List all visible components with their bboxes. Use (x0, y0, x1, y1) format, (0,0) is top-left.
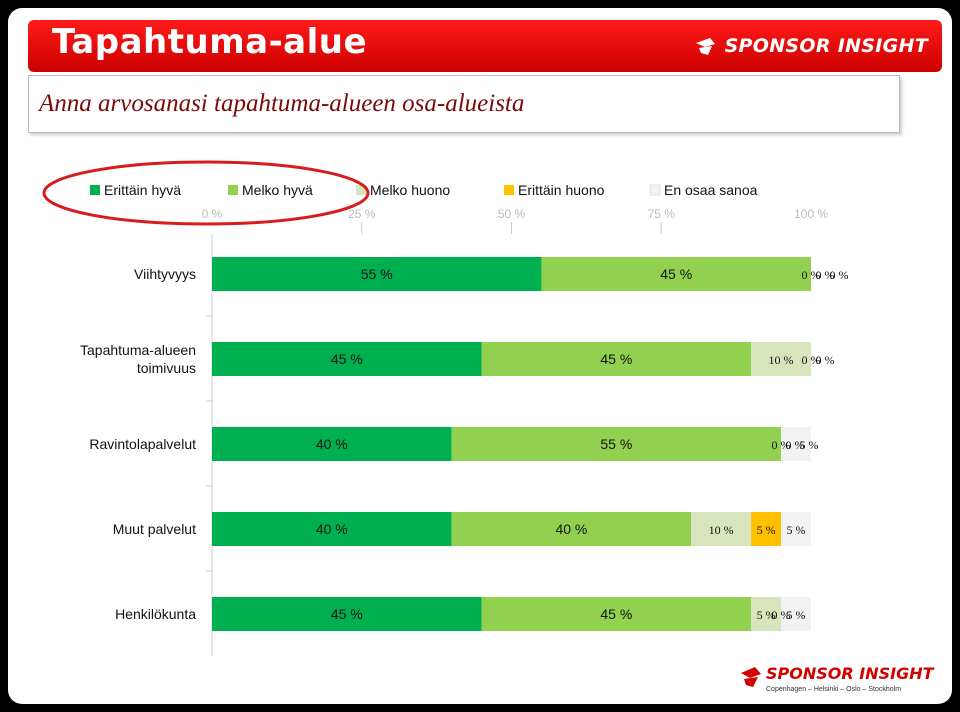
data-label: 0 % (816, 268, 835, 282)
data-label: 0 % (786, 438, 805, 452)
sponsor-insight-logo: SPONSOR INSIGHT (693, 32, 928, 60)
bar-segment (451, 427, 782, 461)
legend-label: Erittäin hyvä (104, 182, 181, 198)
bar-segment (751, 342, 811, 376)
data-label: 10 % (709, 523, 734, 537)
legend-swatch (649, 184, 661, 196)
footer-cities: Copenhagen – Helsinki – Oslo – Stockholm (766, 686, 902, 693)
legend-label: En osaa sanoa (664, 182, 758, 198)
bar-segment (781, 597, 811, 631)
data-label: 45 % (600, 351, 632, 367)
x-tick-label: 50 % (498, 207, 526, 221)
legend-swatch (504, 185, 514, 195)
data-label: 55 % (600, 436, 632, 452)
legend-label: Erittäin huono (518, 182, 605, 198)
category-label: Viihtyvyys (134, 266, 196, 282)
bar-segment (212, 512, 452, 546)
x-tick-label: 100 % (794, 207, 828, 221)
data-label: 45 % (331, 351, 363, 367)
data-label: 45 % (331, 606, 363, 622)
data-label: 0 % (830, 268, 849, 282)
bar-segment (751, 512, 782, 546)
data-label: 45 % (600, 606, 632, 622)
data-label: 5 % (800, 438, 819, 452)
bar-segment (212, 597, 482, 631)
bar-segment (481, 597, 752, 631)
highlight-ellipse (42, 160, 370, 226)
data-label: 0 % (802, 268, 821, 282)
data-label: 5 % (787, 608, 806, 622)
data-label: 40 % (555, 521, 587, 537)
data-label: 0 % (816, 353, 835, 367)
data-label: 5 % (757, 608, 776, 622)
legend-label: Melko hyvä (242, 182, 313, 198)
header-bar: Tapahtuma-alue SPONSOR INSIGHT (28, 20, 942, 72)
data-label: 40 % (316, 436, 348, 452)
chart-subtitle: Anna arvosanasi tapahtuma-alueen osa-alu… (39, 90, 525, 117)
bar-segment (541, 257, 811, 291)
bar-segment (481, 342, 752, 376)
data-label: 55 % (361, 266, 393, 282)
category-label: Henkilökunta (115, 606, 196, 622)
legend-swatch (356, 185, 366, 195)
category-label: Ravintolapalvelut (89, 436, 196, 452)
data-label: 40 % (316, 521, 348, 537)
subtitle-box: Anna arvosanasi tapahtuma-alueen osa-alu… (28, 75, 900, 133)
stacked-bar-chart: Erittäin hyvä Melko hyvä Melko huono Erittä… (42, 160, 849, 656)
category-label: Muut palvelut (113, 521, 196, 537)
logo-mark-icon (741, 667, 761, 687)
bar-segment (212, 427, 452, 461)
logo-text: SPONSOR INSIGHT (724, 35, 928, 57)
bar-segment (751, 597, 782, 631)
slide: Tapahtuma-alue SPONSOR INSIGHT Anna arvo… (8, 8, 952, 704)
category-label: Tapahtuma-alueen (80, 342, 196, 358)
footer-logo-text: SPONSOR INSIGHT (766, 664, 934, 683)
data-label: 5 % (757, 523, 776, 537)
logo-mark-icon (695, 38, 715, 55)
bar-segment (451, 512, 692, 546)
data-label: 5 % (787, 523, 806, 537)
bar-segment (781, 427, 811, 461)
data-label: 0 % (772, 438, 791, 452)
data-label: 10 % (769, 353, 794, 367)
x-tick-label: 0 % (202, 207, 223, 221)
x-tick-label: 25 % (348, 207, 376, 221)
data-label: 45 % (660, 266, 692, 282)
legend-swatch (228, 185, 238, 195)
bar-segment (212, 257, 542, 291)
bar-segment (691, 512, 752, 546)
category-label: toimivuus (137, 360, 196, 376)
legend-label: Melko huono (370, 182, 450, 198)
legend-swatch (90, 185, 100, 195)
footer-logo: SPONSOR INSIGHT Copenhagen – Helsinki – … (738, 662, 934, 702)
bar-segment (781, 512, 811, 546)
x-tick-label: 75 % (648, 207, 676, 221)
page-title: Tapahtuma-alue (52, 22, 368, 62)
bar-segment (212, 342, 482, 376)
data-label: 0 % (802, 353, 821, 367)
data-label: 0 % (772, 608, 791, 622)
